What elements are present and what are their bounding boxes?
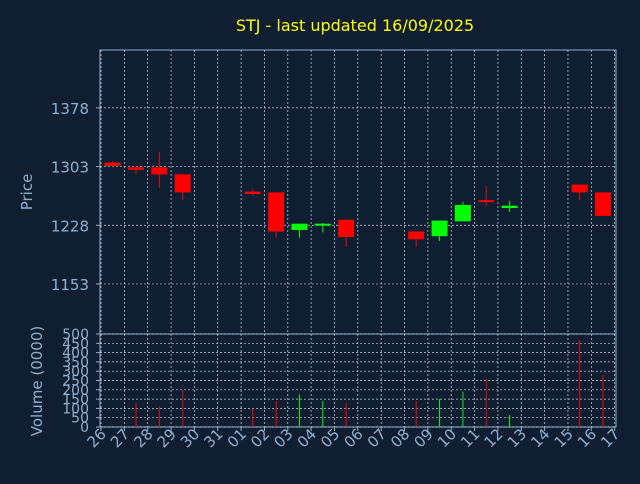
x-axis: 2627282930310102030405060708091011121314… [84, 425, 624, 451]
x-tick-label: 01 [224, 425, 250, 451]
candle-body [501, 205, 518, 209]
x-tick-label: 06 [340, 425, 366, 451]
volume-axis-label: Volume (0000) [28, 326, 46, 436]
x-tick-label: 14 [527, 425, 553, 451]
x-tick-label: 15 [551, 425, 577, 451]
candle-body [244, 191, 261, 194]
x-tick-label: 17 [597, 425, 623, 451]
candle-body [571, 184, 588, 193]
chart-title: STJ - last updated 16/09/2025 [236, 16, 474, 35]
x-tick-label: 31 [200, 425, 226, 451]
candle-body [314, 223, 331, 226]
price-tick-label: 1303 [51, 159, 89, 177]
x-axis-label: Day [333, 457, 363, 475]
x-tick-label: 27 [107, 425, 133, 451]
x-tick-label: 02 [247, 425, 273, 451]
volume-tick-label: 500 [62, 327, 89, 343]
x-tick-label: 11 [457, 425, 483, 451]
candle-body [408, 231, 425, 240]
price-tick-label: 1228 [51, 217, 89, 235]
candle-body [291, 223, 308, 230]
x-tick-label: 10 [434, 425, 460, 451]
candle-body [104, 162, 121, 166]
x-tick-label: 08 [387, 425, 413, 451]
volume-tick-label: 0 [80, 420, 89, 436]
x-tick-label: 04 [294, 425, 320, 451]
x-tick-label: 29 [154, 425, 180, 451]
candle-body [454, 204, 471, 222]
candle-body [174, 174, 191, 193]
volume-tick-label: 350 [62, 355, 89, 371]
candle-body [151, 167, 168, 175]
volume-tick-label: 100 [62, 401, 89, 417]
x-tick-label: 13 [504, 425, 530, 451]
volume-tick-label: 150 [62, 392, 89, 408]
volume-tick-label: 200 [62, 383, 89, 399]
x-tick-label: 12 [481, 425, 507, 451]
volume-tick-label: 300 [62, 364, 89, 380]
candle-body [128, 167, 145, 170]
candle-body [594, 192, 611, 216]
x-tick-label: 28 [130, 425, 156, 451]
price-panel: 1153 1228 1303 1378 [51, 49, 617, 335]
volume-tick-label: 250 [62, 374, 89, 390]
x-tick-label: 09 [410, 425, 436, 451]
x-tick-label: 03 [270, 425, 296, 451]
x-tick-label: 30 [177, 425, 203, 451]
price-tick-label: 1153 [51, 276, 89, 294]
volume-tick-label: 50 [71, 411, 89, 427]
price-axis-label: Price [18, 174, 36, 211]
candle-body [431, 220, 448, 237]
candle-body [268, 192, 285, 232]
candle-body [338, 219, 355, 237]
price-tick-label: 1378 [51, 100, 89, 118]
x-tick-label: 16 [574, 425, 600, 451]
volume-tick-label: 450 [62, 336, 89, 352]
x-tick-label: 05 [317, 425, 343, 451]
x-tick-label: 07 [364, 425, 390, 451]
volume-tick-label: 400 [62, 346, 89, 362]
candle-body [478, 200, 495, 203]
